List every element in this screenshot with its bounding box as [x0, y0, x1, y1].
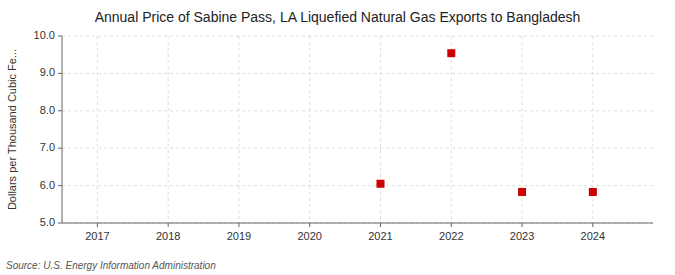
x-tick-label: 2017 [85, 230, 109, 242]
y-tick [58, 185, 62, 186]
y-axis-line [62, 36, 63, 223]
x-tick-label: 2023 [510, 230, 534, 242]
y-tick [58, 223, 62, 224]
y-axis-label: Dollars per Thousand Cubic Fe... [6, 49, 18, 210]
x-tick-label: 2024 [581, 230, 605, 242]
y-tick [58, 73, 62, 74]
y-grid-line [62, 36, 653, 37]
x-grid-line [451, 36, 452, 223]
y-tick-label: 10.0 [34, 29, 55, 41]
x-tick [168, 223, 169, 227]
x-tick-label: 2020 [297, 230, 321, 242]
x-grid-line [309, 36, 310, 223]
y-tick-label: 9.0 [40, 66, 55, 78]
chart-svg: 5.0 6.0 7.0 8.0 9.0 10.0 2017 2018 2019 2020 2021 2… [0, 0, 675, 275]
y-grid-line [62, 148, 653, 149]
axes: 5.0 6.0 7.0 8.0 9.0 10.0 2017 2018 2019 2020 2021 2… [34, 29, 653, 242]
y-grid-line [62, 110, 653, 111]
x-tick [309, 223, 310, 227]
title: Annual Price of Sabine Pass, LA Liquefie… [95, 9, 581, 25]
x-grid-line [168, 36, 169, 223]
x-tick [380, 223, 381, 227]
x-tick-label: 2018 [156, 230, 180, 242]
y-tick [58, 110, 62, 111]
y-grid-line [62, 223, 653, 224]
x-tick-label: 2022 [439, 230, 463, 242]
x-grid-line [380, 36, 381, 223]
y-tick-label: 8.0 [40, 104, 55, 116]
point [589, 188, 597, 196]
y-grid-line [62, 185, 653, 186]
y-tick-label: 6.0 [40, 179, 55, 191]
source-annotation: Source: U.S. Energy Information Administ… [6, 260, 216, 271]
x-tick [97, 223, 98, 227]
x-grid-line [238, 36, 239, 223]
point [447, 49, 455, 57]
x-grid-line [97, 36, 98, 223]
points [377, 49, 597, 196]
y-grid-line [62, 73, 653, 74]
x-tick [451, 223, 452, 227]
y-tick-label: 5.0 [40, 216, 55, 228]
point [377, 180, 385, 188]
chart-container: 5.0 6.0 7.0 8.0 9.0 10.0 2017 2018 2019 2020 2021 2… [0, 0, 675, 275]
y-tick [58, 36, 62, 37]
x-tick [522, 223, 523, 227]
grid [62, 36, 653, 223]
x-tick [592, 223, 593, 227]
point [518, 188, 526, 196]
x-tick-label: 2019 [227, 230, 251, 242]
y-tick-label: 7.0 [40, 141, 55, 153]
x-tick-label: 2021 [368, 230, 392, 242]
y-tick [58, 148, 62, 149]
x-axis-line [62, 223, 653, 224]
x-tick [238, 223, 239, 227]
